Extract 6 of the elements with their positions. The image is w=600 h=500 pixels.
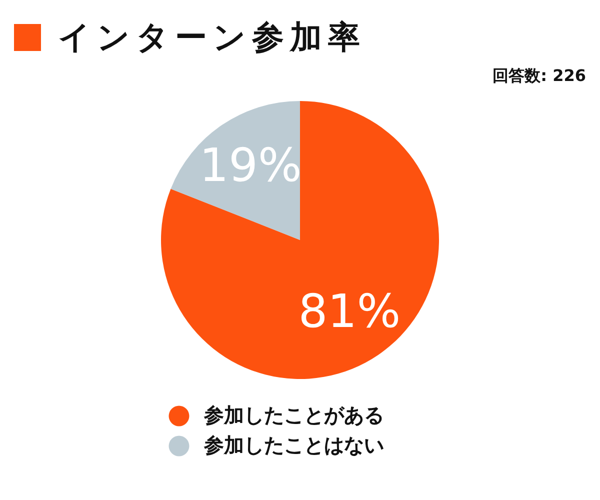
data-label: 19% — [199, 138, 302, 192]
legend-label: 参加したことはない — [203, 434, 384, 457]
data-label: 81% — [298, 284, 401, 338]
text: 回答数: 226 — [492, 66, 586, 87]
legend-label: 参加したことがある — [203, 404, 384, 427]
chart-title: インターン参加率 — [58, 17, 366, 58]
